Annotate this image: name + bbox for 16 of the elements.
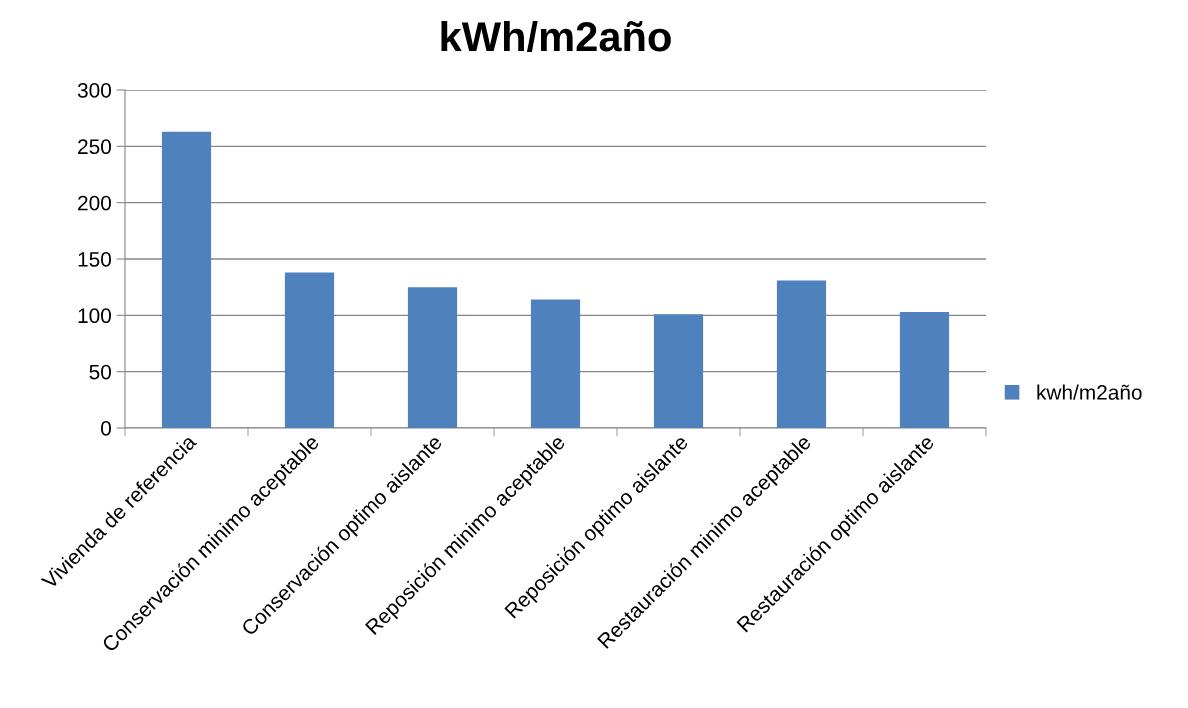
y-tick-label: 0 <box>101 421 111 436</box>
bar <box>530 299 581 428</box>
chart-title: kWh/m2año <box>441 20 671 52</box>
bar <box>653 314 704 428</box>
y-tick-label: 50 <box>89 364 111 380</box>
bar <box>899 311 950 428</box>
bar <box>284 272 335 428</box>
y-tick-label: 200 <box>78 195 111 211</box>
bar <box>407 287 458 428</box>
bar <box>161 131 212 428</box>
y-tick-label: 150 <box>78 252 111 267</box>
y-tick-label: 250 <box>78 139 111 155</box>
bar <box>776 280 827 428</box>
y-tick-label: 300 <box>77 83 111 98</box>
legend-label: kwh/m2año <box>1037 384 1142 400</box>
y-tick-label: 100 <box>78 308 111 324</box>
